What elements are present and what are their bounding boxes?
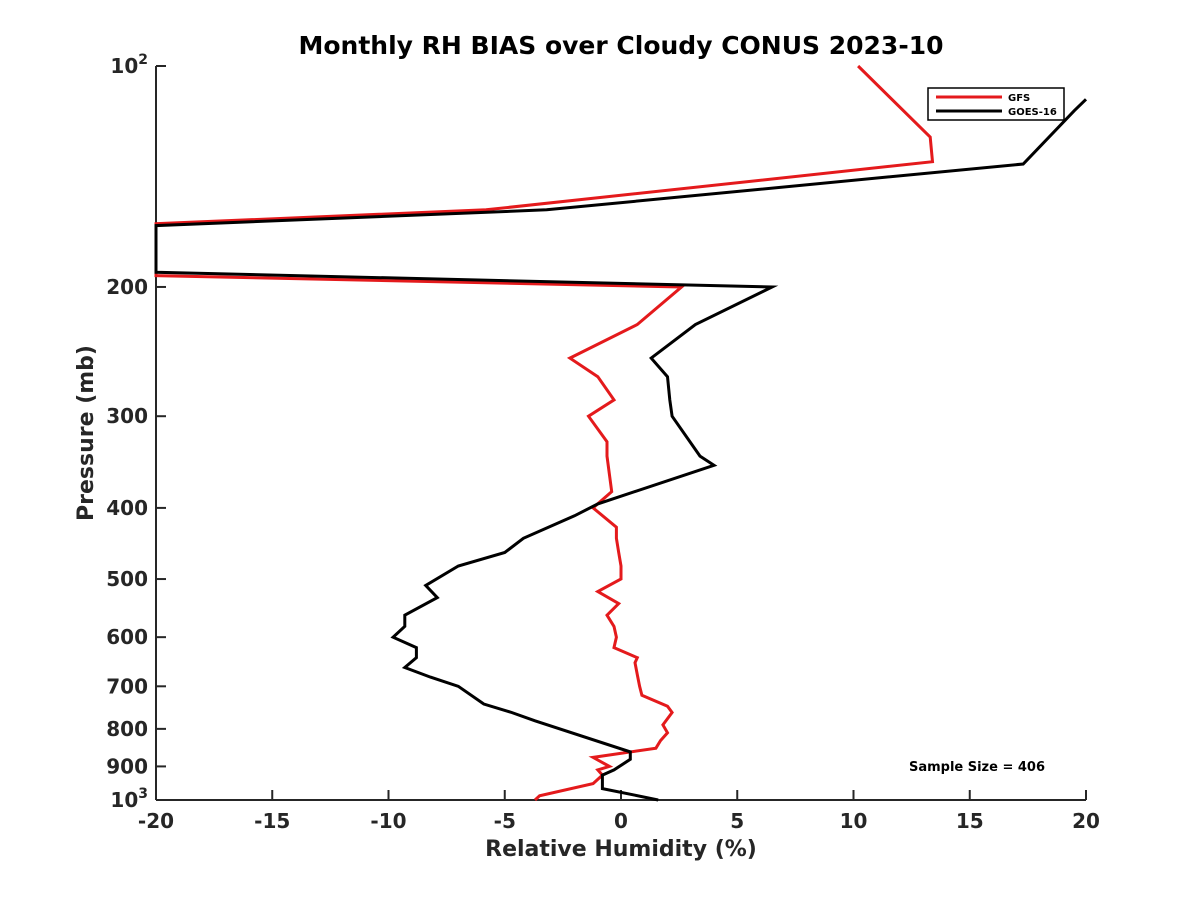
- y-axis-title: Pressure (mb): [74, 345, 99, 521]
- y-tick-label: 103: [110, 786, 148, 812]
- chart-title: Monthly RH BIAS over Cloudy CONUS 2023-1…: [299, 31, 944, 60]
- x-tick-label: -15: [254, 809, 290, 833]
- series-line-gfs: [154, 64, 935, 802]
- axes: -20 -15 -10 -5 0 5 10 15 20 102 200 300 400 500 600 700…: [106, 52, 1100, 833]
- x-tick-label: -20: [138, 809, 174, 833]
- x-tick-label: 5: [730, 809, 744, 833]
- y-tick-label: 300: [106, 404, 148, 428]
- y-tick-label: 400: [106, 496, 148, 520]
- legend-box: [927, 87, 1065, 121]
- x-tick-label: 0: [614, 809, 628, 833]
- y-tick-label: 700: [106, 674, 148, 698]
- x-tick-label: 15: [956, 809, 984, 833]
- x-tick-label: -5: [494, 809, 516, 833]
- data-series: [154, 64, 1088, 802]
- x-tick-label: -10: [370, 809, 406, 833]
- y-tick-label: 900: [106, 754, 148, 778]
- x-tick-label: 20: [1072, 809, 1100, 833]
- legend-label: GFS: [1008, 93, 1030, 104]
- x-axis-title: Relative Humidity (%): [485, 837, 757, 862]
- y-tick-label: 500: [106, 567, 148, 591]
- x-tick-label: 10: [840, 809, 868, 833]
- y-tick-label: 600: [106, 625, 148, 649]
- series-line-goes-16: [154, 98, 1088, 802]
- y-tick-label: 200: [106, 275, 148, 299]
- legend-label: GOES-16: [1008, 107, 1057, 118]
- legend: GFS GOES-16: [927, 87, 1065, 121]
- y-tick-label: 800: [106, 717, 148, 741]
- y-tick-label: 102: [110, 52, 148, 78]
- sample-size-annotation: Sample Size = 406: [909, 760, 1045, 775]
